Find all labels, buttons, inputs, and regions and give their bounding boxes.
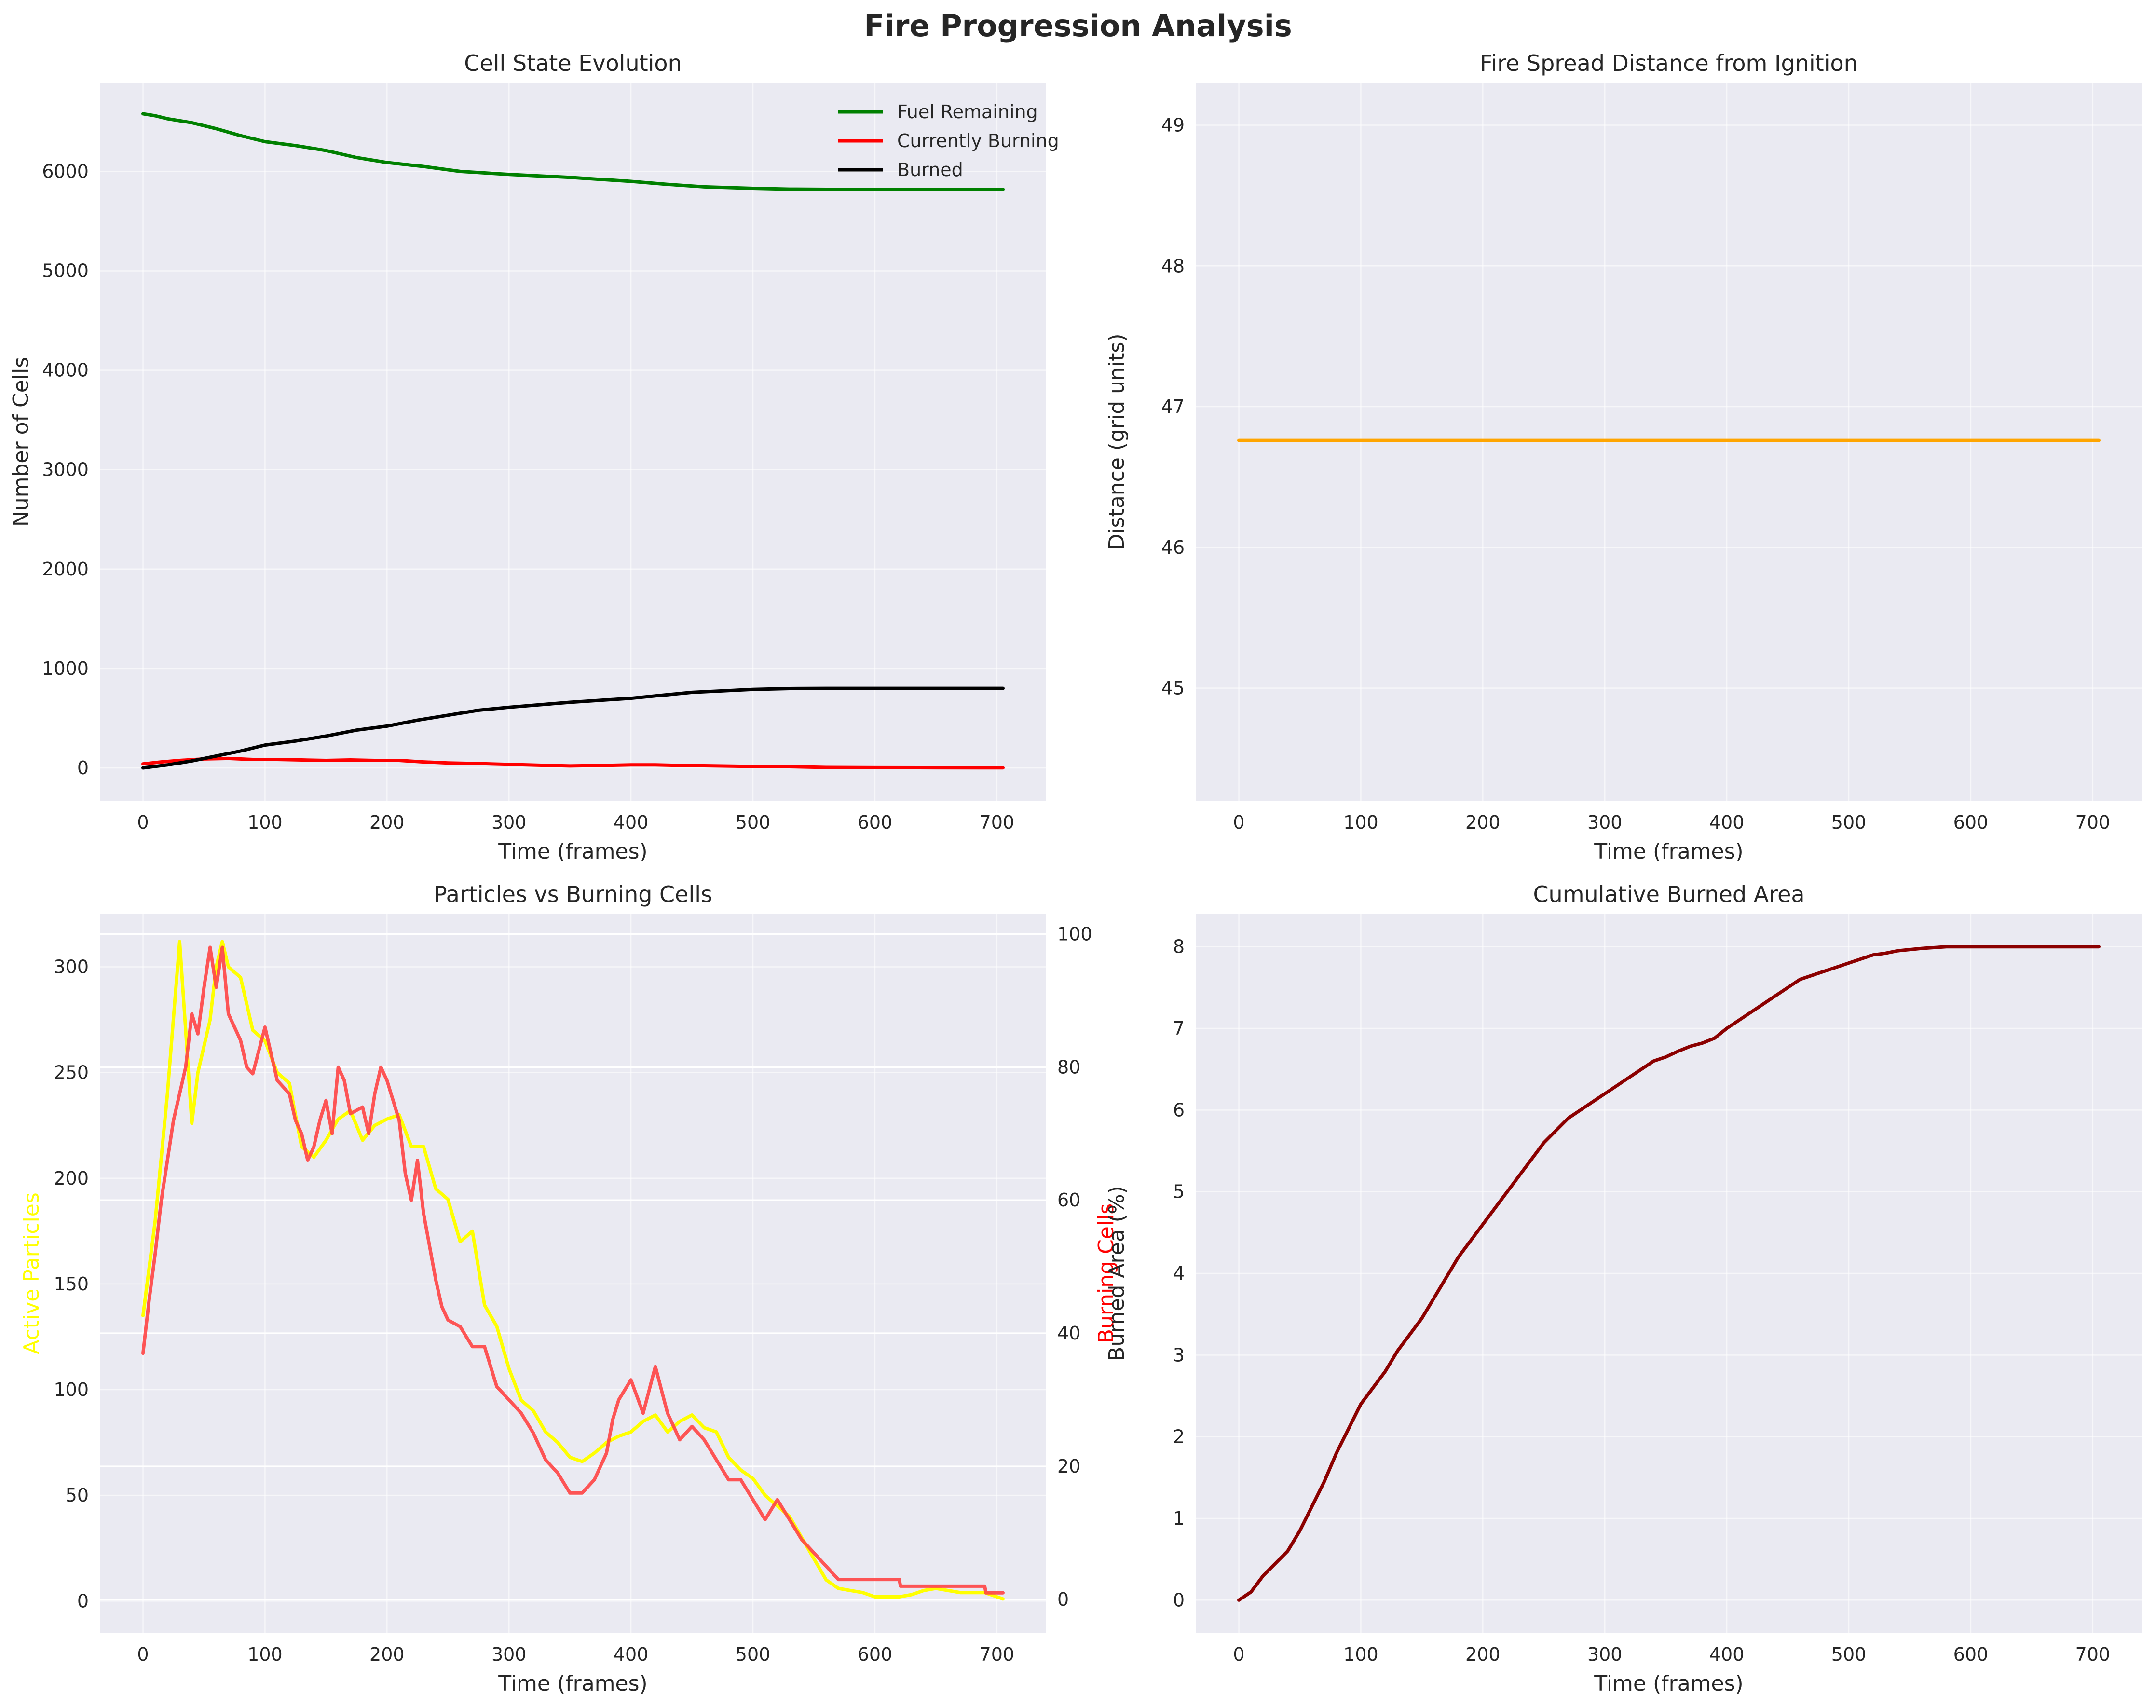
y-tick-label: 3000 (42, 459, 89, 480)
figure-title: Fire Progression Analysis (864, 8, 1292, 43)
right-y-tick-label: 100 (1057, 923, 1092, 944)
y-tick-label: 250 (54, 1062, 89, 1083)
series-fuel-remaining (141, 112, 1005, 191)
x-tick-label: 700 (980, 1644, 1015, 1665)
x-tick-label: 200 (1465, 1644, 1501, 1665)
y-tick-label: 50 (66, 1485, 89, 1506)
y-axis-label: Active Particles (19, 1192, 44, 1354)
panel-spread-distance: 0 100 200 300 400 500 600 700 45 46 47 48 49 Fire Spr… (1105, 50, 2142, 864)
y-tick-label: 2 (1173, 1426, 1185, 1448)
x-tick-label: 100 (247, 1644, 283, 1665)
x-tick-label: 0 (1233, 1644, 1244, 1665)
panel-burned-area: 0 100 200 300 400 500 600 700 0 1 2 3 4 5 6 7 8 Cumulativ… (1105, 881, 2142, 1696)
x-tick-label: 700 (2075, 812, 2111, 833)
panel-particles-vs-burning: 0 100 200 300 400 500 600 700050100150200250300… (19, 881, 1119, 1696)
y-tick-label: 47 (1161, 396, 1185, 417)
y-tick-label: 46 (1161, 537, 1185, 558)
plot-area (100, 914, 1046, 1633)
y-axis-label: Number of Cells (9, 357, 33, 527)
x-tick-label: 200 (369, 1644, 405, 1665)
y-axis-label: Burned Area (%) (1105, 1186, 1129, 1361)
panel-cell-state: 0 100 200 300 400 500 600 700 0 1000 2000 3000 4000 5… (9, 50, 1059, 864)
x-tick-label: 0 (137, 812, 149, 833)
x-tick-label: 500 (736, 1644, 771, 1665)
y-tick-label: 1 (1173, 1508, 1185, 1529)
series-burning-cells (141, 945, 1005, 1595)
series-line (1237, 945, 2101, 1602)
y-tick-label: 300 (54, 956, 89, 978)
plot-area (100, 83, 1046, 801)
x-axis-label: Time (frames) (498, 1671, 647, 1696)
x-tick-label: 100 (1343, 812, 1378, 833)
x-tick-label: 100 (1343, 1644, 1378, 1665)
y-tick-label: 150 (54, 1273, 89, 1295)
chart-title: Cumulative Burned Area (1533, 881, 1804, 907)
x-tick-label: 500 (1831, 812, 1867, 833)
x-axis-label: Time (frames) (498, 839, 647, 864)
x-tick-label: 200 (369, 812, 405, 833)
x-tick-label: 400 (614, 812, 649, 833)
y-tick-label: 200 (54, 1168, 89, 1189)
y-tick-label: 0 (77, 757, 89, 779)
y-tick-label: 7 (1173, 1018, 1185, 1039)
x-tick-label: 600 (1953, 812, 1989, 833)
y-tick-label: 8 (1173, 936, 1185, 957)
right-y-axis-label: Burning Cells (1094, 1203, 1119, 1343)
y-tick-label: 2000 (42, 559, 89, 580)
y-tick-label: 48 (1161, 255, 1185, 276)
y-tick-label: 0 (77, 1590, 89, 1612)
x-tick-label: 0 (137, 1644, 149, 1665)
series-currently-burning (141, 756, 1005, 770)
x-tick-label: 300 (491, 812, 527, 833)
legend-label: Burned (897, 159, 963, 180)
y-tick-label: 4 (1173, 1263, 1185, 1284)
y-tick-label: 3 (1173, 1344, 1185, 1366)
x-tick-label: 0 (1233, 812, 1244, 833)
right-y-tick-label: 60 (1057, 1189, 1080, 1211)
y-tick-label: 6000 (42, 161, 89, 182)
x-tick-label: 600 (858, 812, 893, 833)
x-tick-label: 300 (491, 1644, 527, 1665)
chart-title: Particles vs Burning Cells (434, 881, 712, 907)
x-tick-label: 500 (1831, 1644, 1867, 1665)
y-tick-label: 49 (1161, 115, 1185, 136)
legend-label: Fuel Remaining (897, 101, 1038, 123)
y-tick-label: 45 (1161, 678, 1185, 699)
y-tick-label: 1000 (42, 658, 89, 679)
y-tick-label: 100 (54, 1379, 89, 1400)
legend-label: Currently Burning (897, 130, 1059, 151)
x-tick-label: 400 (1709, 812, 1745, 833)
chart-title: Fire Spread Distance from Ignition (1480, 50, 1858, 76)
right-y-tick-label: 0 (1057, 1589, 1069, 1610)
chart-title: Cell State Evolution (464, 50, 682, 76)
y-axis-label: Distance (grid units) (1105, 333, 1129, 550)
x-tick-label: 400 (1709, 1644, 1745, 1665)
series-active-particles (141, 940, 1005, 1601)
x-tick-label: 300 (1587, 1644, 1623, 1665)
x-tick-label: 700 (2075, 1644, 2111, 1665)
y-tick-label: 5 (1173, 1181, 1185, 1202)
series-burned (141, 686, 1005, 770)
x-tick-label: 100 (247, 812, 283, 833)
right-y-tick-label: 20 (1057, 1456, 1080, 1477)
x-tick-label: 400 (614, 1644, 649, 1665)
x-tick-label: 600 (858, 1644, 893, 1665)
y-tick-label: 4000 (42, 360, 89, 381)
y-tick-label: 6 (1173, 1099, 1185, 1120)
right-y-tick-label: 40 (1057, 1323, 1080, 1344)
y-tick-label: 5000 (42, 260, 89, 282)
x-tick-label: 500 (736, 812, 771, 833)
x-axis-label: Time (frames) (1594, 839, 1743, 864)
x-tick-label: 200 (1465, 812, 1501, 833)
x-tick-label: 300 (1587, 812, 1623, 833)
x-axis-label: Time (frames) (1594, 1671, 1743, 1696)
right-y-tick-label: 80 (1057, 1056, 1080, 1078)
x-tick-label: 700 (980, 812, 1015, 833)
y-tick-label: 0 (1173, 1589, 1185, 1611)
x-tick-label: 600 (1953, 1644, 1989, 1665)
